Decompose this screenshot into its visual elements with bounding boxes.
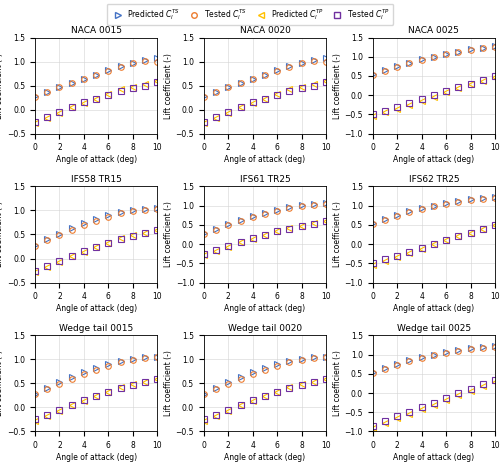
- Title: IFS58 TR15: IFS58 TR15: [70, 175, 122, 184]
- Y-axis label: Lift coefficient (-): Lift coefficient (-): [164, 350, 173, 416]
- Title: Wedge tail 0025: Wedge tail 0025: [397, 324, 471, 333]
- X-axis label: Angle of attack (deg): Angle of attack (deg): [394, 453, 474, 462]
- Title: Wedge tail 0020: Wedge tail 0020: [228, 324, 302, 333]
- Y-axis label: Lift coefficient (-): Lift coefficient (-): [0, 350, 4, 416]
- Title: IFS61 TR25: IFS61 TR25: [240, 175, 290, 184]
- Y-axis label: Lift coefficient (-): Lift coefficient (-): [332, 53, 342, 119]
- Y-axis label: Lift coefficient (-): Lift coefficient (-): [0, 53, 4, 119]
- X-axis label: Angle of attack (deg): Angle of attack (deg): [224, 155, 306, 164]
- Y-axis label: Lift coefficient (-): Lift coefficient (-): [0, 202, 4, 267]
- Title: NACA 0025: NACA 0025: [408, 26, 460, 35]
- X-axis label: Angle of attack (deg): Angle of attack (deg): [394, 155, 474, 164]
- Y-axis label: Lift coefficient (-): Lift coefficient (-): [164, 53, 173, 119]
- Y-axis label: Lift coefficient (-): Lift coefficient (-): [164, 202, 173, 267]
- Title: NACA 0020: NACA 0020: [240, 26, 290, 35]
- X-axis label: Angle of attack (deg): Angle of attack (deg): [56, 304, 136, 313]
- X-axis label: Angle of attack (deg): Angle of attack (deg): [224, 304, 306, 313]
- Y-axis label: Lift coefficient (-): Lift coefficient (-): [332, 202, 342, 267]
- Title: NACA 0015: NACA 0015: [70, 26, 122, 35]
- Title: Wedge tail 0015: Wedge tail 0015: [59, 324, 134, 333]
- X-axis label: Angle of attack (deg): Angle of attack (deg): [56, 453, 136, 462]
- X-axis label: Angle of attack (deg): Angle of attack (deg): [56, 155, 136, 164]
- Legend: Predicted $C_l^{TS}$, Tested $C_l^{TS}$, Predicted $C_l^{TP}$, Tested $C_l^{TP}$: Predicted $C_l^{TS}$, Tested $C_l^{TS}$,…: [107, 4, 393, 25]
- Y-axis label: Lift coefficient (-): Lift coefficient (-): [332, 350, 342, 416]
- Title: IFS62 TR25: IFS62 TR25: [408, 175, 459, 184]
- X-axis label: Angle of attack (deg): Angle of attack (deg): [224, 453, 306, 462]
- X-axis label: Angle of attack (deg): Angle of attack (deg): [394, 304, 474, 313]
